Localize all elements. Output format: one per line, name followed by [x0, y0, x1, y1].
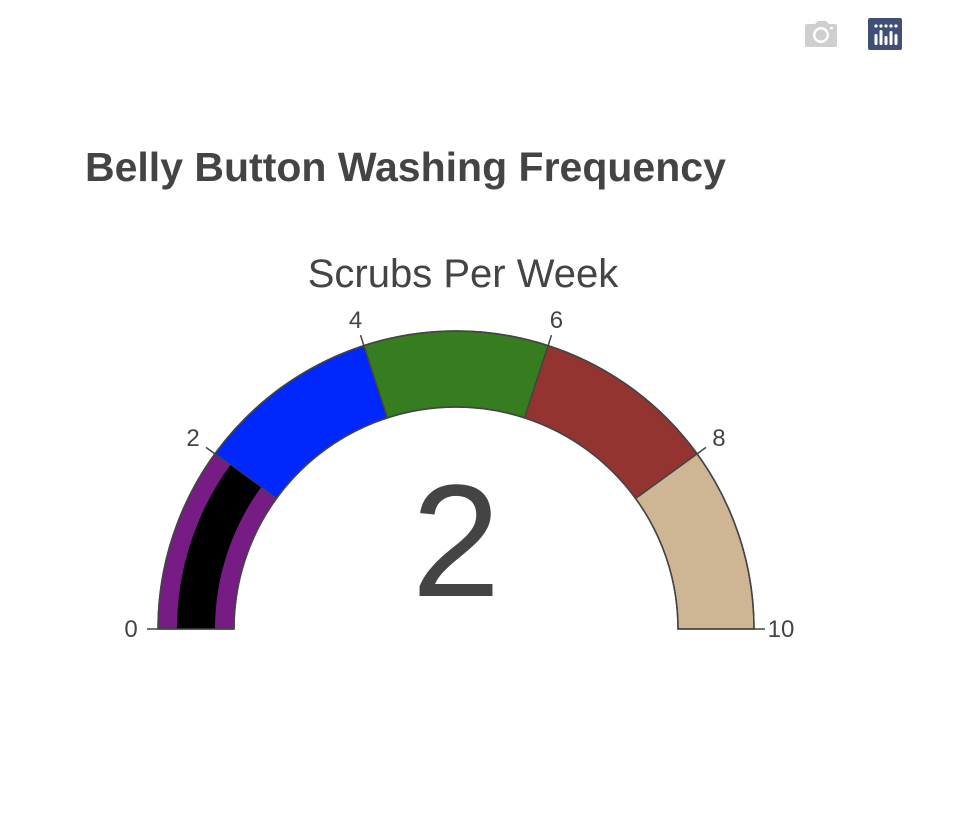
- gauge-tick-label: 6: [550, 307, 563, 334]
- gauge-tick-mark: [547, 334, 553, 346]
- gauge-ticks: 0 2 4 6 8 10: [124, 307, 794, 643]
- modebar: [804, 17, 902, 51]
- gauge-number: 2: [412, 451, 501, 630]
- gauge-tick-mark: [696, 446, 707, 455]
- gauge-title: Scrubs Per Week: [308, 252, 619, 296]
- chart-title: Belly Button Washing Frequency: [85, 144, 726, 190]
- gauge-tick-label: 8: [712, 425, 725, 452]
- plotly-logo-icon[interactable]: [868, 17, 902, 51]
- gauge-tick-label: 4: [349, 307, 362, 334]
- gauge-tick-label: 10: [768, 616, 795, 643]
- gauge-tick-mark: [205, 446, 216, 455]
- gauge-tick-label: 0: [124, 616, 137, 643]
- gauge-outline: [157, 330, 755, 630]
- gauge-step-3: [362, 330, 550, 419]
- gauge-tick-label: 2: [186, 425, 199, 452]
- gauge-value-bar: [177, 465, 262, 629]
- camera-icon[interactable]: [804, 17, 838, 51]
- gauge-tick-mark: [359, 334, 365, 346]
